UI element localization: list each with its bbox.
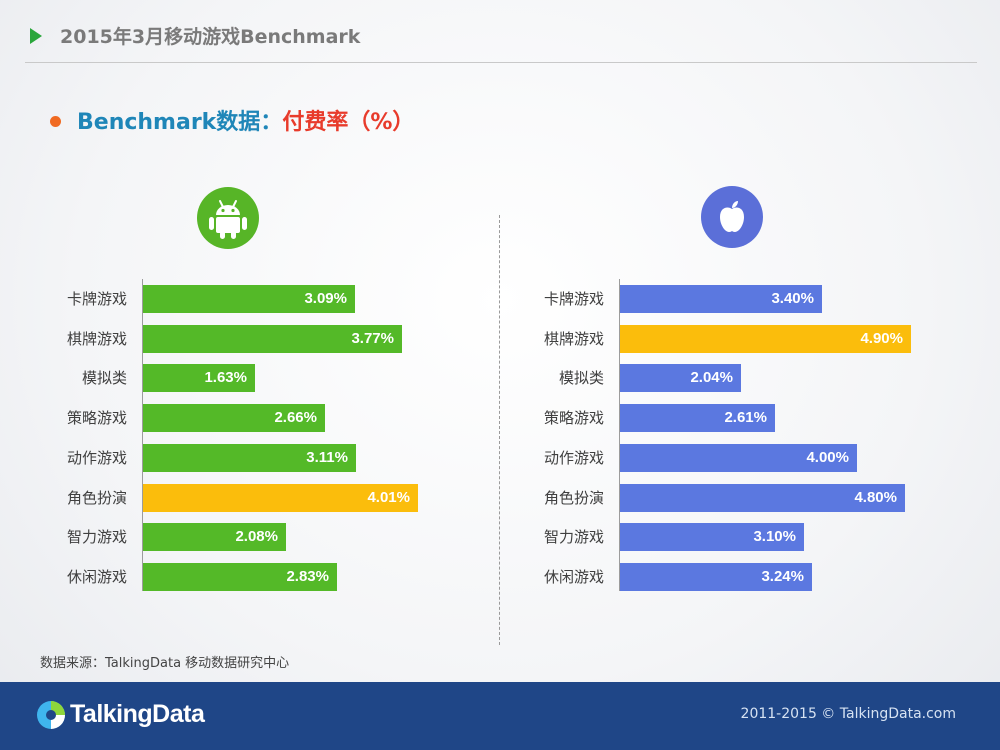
android-icon [197, 187, 259, 249]
chart-divider [499, 215, 500, 645]
ios-category-label: 智力游戏 [543, 528, 604, 546]
ios-bar: 3.24% [620, 563, 812, 591]
android-category-label: 模拟类 [81, 369, 127, 387]
ios-bar-value-label: 2.61% [724, 409, 767, 426]
ios-bar: 2.04% [620, 364, 741, 392]
ios-bar: 3.40% [620, 285, 822, 313]
ios-category-label: 角色扮演 [543, 489, 604, 507]
header: 2015年3月移动游戏Benchmark [0, 0, 1000, 66]
chart-subtitle: Benchmark数据：付费率（%） [50, 104, 414, 136]
ios-category-label: 棋牌游戏 [543, 330, 604, 348]
android-bar: 2.83% [143, 563, 337, 591]
footer: TalkingData 2011-2015 © TalkingData.com [0, 682, 1000, 750]
header-divider [25, 62, 977, 63]
android-bar-value-label: 4.01% [367, 489, 410, 506]
ios-bar-value-label: 4.90% [860, 330, 903, 347]
android-bar: 2.08% [143, 523, 286, 551]
ios-category-label: 模拟类 [558, 369, 604, 387]
android-bar: 3.11% [143, 444, 356, 472]
ios-category-label: 策略游戏 [543, 409, 604, 427]
brand-name: TalkingData [70, 700, 205, 728]
android-bar: 3.77% [143, 325, 402, 353]
copyright: 2011-2015 © TalkingData.com [740, 706, 956, 722]
android-category-label: 角色扮演 [66, 489, 127, 507]
ios-bar-value-label: 3.10% [753, 528, 796, 545]
ios-bar-value-label: 4.00% [806, 449, 849, 466]
ios-bar: 3.10% [620, 523, 804, 551]
ios-bar: 2.61% [620, 404, 775, 432]
android-bar-value-label: 3.09% [304, 290, 347, 307]
ios-bar: 4.80% [620, 484, 905, 512]
android-category-label: 休闲游戏 [66, 568, 127, 586]
android-bar: 2.66% [143, 404, 325, 432]
ios-bar: 4.00% [620, 444, 857, 472]
ios-bar-value-label: 3.24% [761, 568, 804, 585]
talkingdata-logo-icon [37, 701, 65, 729]
ios-category-label: 休闲游戏 [543, 568, 604, 586]
android-bar: 3.09% [143, 285, 355, 313]
android-category-label: 智力游戏 [66, 528, 127, 546]
subtitle-prefix: Benchmark数据： [77, 110, 283, 135]
page-title: 2015年3月移动游戏Benchmark [60, 26, 361, 48]
ios-bar-value-label: 2.04% [690, 369, 733, 386]
android-category-label: 卡牌游戏 [66, 290, 127, 308]
ios-axis-line [619, 279, 620, 591]
bullet-dot-icon [50, 115, 61, 127]
android-bar-value-label: 3.77% [351, 330, 394, 347]
ios-bar-value-label: 4.80% [854, 489, 897, 506]
data-source: 数据来源：TalkingData 移动数据研究中心 [40, 656, 290, 671]
android-category-label: 动作游戏 [66, 449, 127, 467]
android-bar-value-label: 2.66% [274, 409, 317, 426]
android-bar-value-label: 3.11% [306, 449, 348, 466]
android-axis-line [142, 279, 143, 591]
subtitle-highlight: 付费率（%） [282, 110, 415, 135]
android-bar-value-label: 1.63% [204, 369, 247, 386]
apple-icon [701, 186, 763, 248]
ios-category-label: 卡牌游戏 [543, 290, 604, 308]
android-bar-value-label: 2.83% [286, 568, 329, 585]
android-category-label: 棋牌游戏 [66, 330, 127, 348]
play-triangle-icon [30, 28, 42, 44]
android-bar: 1.63% [143, 364, 255, 392]
android-bar: 4.01% [143, 484, 418, 512]
ios-bar-value-label: 3.40% [771, 290, 814, 307]
android-category-label: 策略游戏 [66, 409, 127, 427]
ios-bar: 4.90% [620, 325, 911, 353]
ios-category-label: 动作游戏 [543, 449, 604, 467]
android-bar-value-label: 2.08% [235, 528, 278, 545]
